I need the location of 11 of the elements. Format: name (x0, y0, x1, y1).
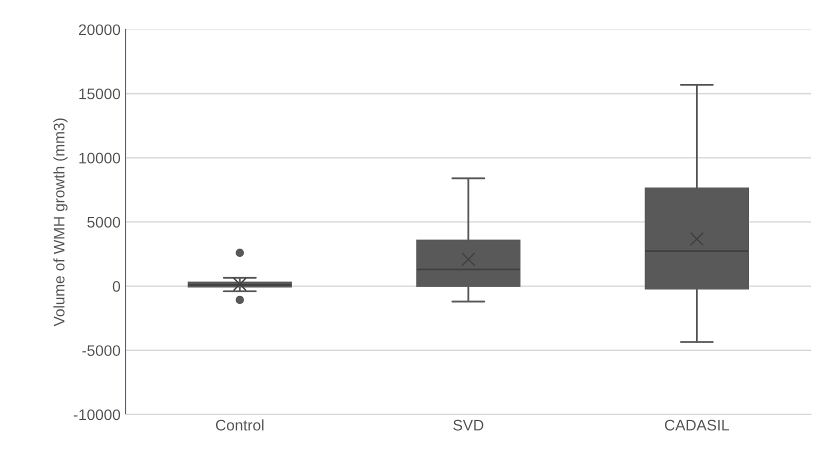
y-axis-title: Volume of WMH growth (mm3) (53, 118, 68, 326)
x-tick-label: SVD (453, 420, 484, 431)
y-tick-label: -5000 (82, 345, 120, 356)
x-tick-label: Control (216, 419, 264, 431)
y-tick-label: 0 (112, 281, 120, 292)
x-tick-label: CADASIL (664, 420, 730, 431)
y-tick-label: 5000 (87, 216, 120, 228)
y-tick-label: 10000 (79, 152, 120, 164)
y-tick-label: 20000 (78, 24, 120, 36)
y-tick-label: -10000 (74, 409, 120, 420)
y-tick-label: 15000 (79, 88, 120, 100)
